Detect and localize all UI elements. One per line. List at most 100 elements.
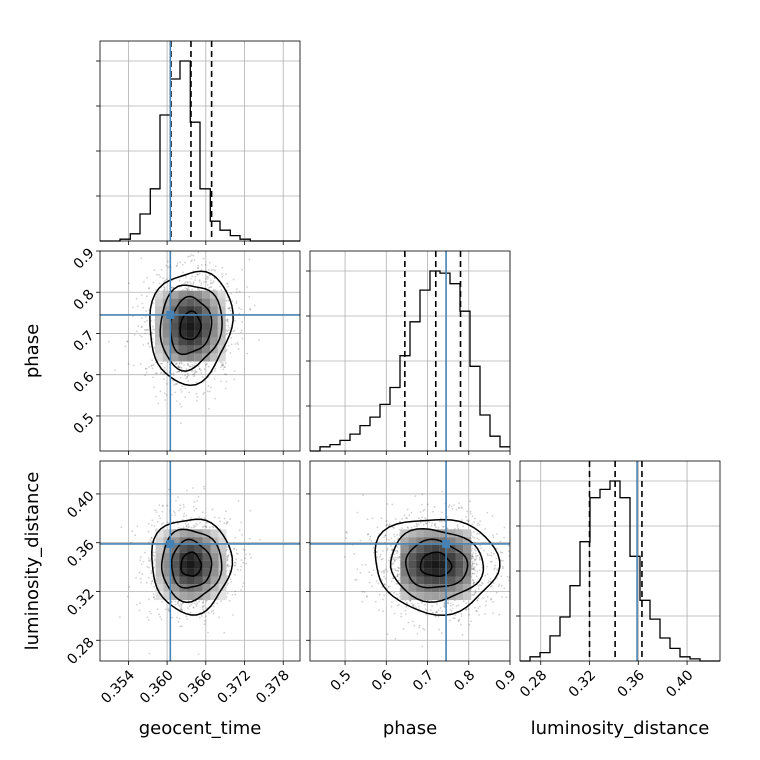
sample-point [150, 365, 153, 367]
sample-point [154, 509, 157, 512]
sample-point [496, 577, 498, 580]
sample-point [143, 329, 146, 331]
sample-point [471, 573, 474, 575]
density-cell [217, 298, 226, 307]
sample-point [478, 532, 481, 535]
sample-point [229, 306, 232, 309]
sample-point [195, 522, 197, 525]
sample-point [152, 302, 155, 304]
density-cell [162, 353, 171, 362]
sample-point [388, 559, 390, 562]
sample-point [499, 540, 502, 543]
sample-point [183, 282, 186, 285]
sample-point [511, 601, 513, 603]
sample-point [468, 623, 471, 626]
sample-point [475, 609, 478, 612]
sample-point [396, 552, 398, 555]
sample-point [383, 583, 386, 586]
sample-point [177, 621, 180, 623]
sample-point [161, 510, 164, 513]
sample-point [226, 282, 228, 285]
sample-point [413, 624, 416, 627]
density-cell [202, 584, 211, 593]
sample-point [191, 363, 194, 366]
sample-point [242, 548, 245, 551]
sample-point [227, 285, 230, 288]
sample-point [405, 605, 408, 608]
sample-point [490, 554, 493, 557]
sample-point [184, 387, 187, 390]
joint-panel-phase-luminosity_distance [306, 460, 513, 665]
density-cell [162, 345, 171, 354]
density-cell [179, 592, 188, 601]
sample-point [186, 618, 189, 620]
sample-point [394, 518, 397, 520]
sample-point [228, 327, 231, 329]
sample-point [146, 276, 149, 279]
sample-point [381, 579, 383, 581]
sample-point [387, 586, 390, 588]
sample-point [239, 569, 242, 572]
sample-point [226, 564, 228, 567]
sample-point [506, 575, 509, 578]
sample-point [214, 289, 217, 291]
density-cell [186, 345, 195, 354]
sample-point [208, 274, 211, 276]
density-cell [210, 529, 219, 538]
sample-point [201, 601, 204, 604]
sample-point [190, 517, 193, 519]
sample-point [250, 556, 252, 559]
density-cell [202, 353, 210, 362]
density-cell [187, 584, 195, 593]
sample-point [397, 570, 400, 572]
sample-point [235, 302, 238, 305]
sample-point [203, 517, 206, 519]
sample-point [158, 504, 161, 506]
sample-point [371, 585, 373, 588]
sample-point [179, 366, 182, 369]
sample-point [443, 601, 446, 604]
sample-point [203, 488, 206, 490]
sample-point [197, 264, 199, 267]
contour-line [151, 518, 234, 616]
sample-point [210, 286, 213, 288]
sample-point [127, 363, 130, 365]
sample-point [209, 261, 211, 264]
sample-point [446, 516, 449, 518]
sample-point [472, 530, 475, 533]
sample-point [227, 582, 230, 585]
sample-point [242, 582, 245, 584]
sample-point [197, 267, 200, 270]
sample-point [160, 523, 163, 525]
sample-point [371, 517, 374, 520]
sample-point [135, 330, 138, 333]
sample-point [471, 560, 474, 563]
sample-point [397, 546, 399, 548]
sample-point [147, 530, 150, 533]
sample-point [410, 526, 413, 529]
sample-point [492, 536, 495, 539]
sample-point [501, 559, 504, 562]
density-cell [202, 560, 211, 569]
sample-point [185, 525, 188, 528]
sample-point [173, 510, 175, 513]
sample-point [457, 620, 460, 622]
contour-line [405, 538, 469, 589]
sample-point [477, 538, 480, 541]
sample-point [233, 378, 236, 381]
sample-point [234, 536, 237, 539]
sample-point [203, 391, 206, 394]
sample-point [196, 273, 199, 276]
sample-point [242, 561, 245, 564]
sample-point [473, 559, 476, 562]
sample-point [227, 307, 230, 310]
sample-point [175, 383, 178, 386]
density-cell [210, 353, 218, 362]
sample-point [166, 504, 169, 507]
sample-point [237, 347, 240, 350]
density-cell [155, 560, 164, 569]
sample-point [370, 540, 373, 542]
sample-point [193, 500, 196, 503]
sample-point [157, 402, 160, 405]
sample-point [425, 522, 428, 525]
